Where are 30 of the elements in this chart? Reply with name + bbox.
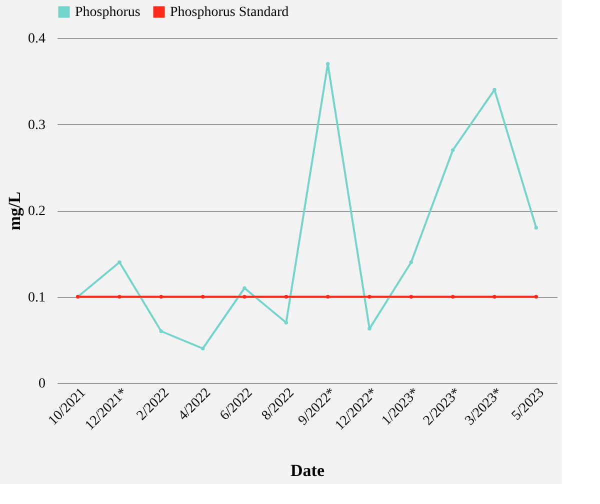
point [409, 294, 414, 299]
y-tick-label: 0.1 [28, 290, 46, 306]
x-axis-title: Date [290, 460, 325, 480]
legend-label: Phosphorus [75, 5, 140, 20]
point [284, 294, 288, 299]
point [534, 294, 538, 299]
point [450, 148, 455, 152]
point [368, 326, 372, 331]
point [118, 260, 122, 264]
legend-label: Phosphorus Standard [170, 5, 289, 20]
y-tick-label: 0.3 [28, 118, 46, 133]
point [409, 260, 414, 264]
point [534, 226, 538, 230]
point [368, 294, 372, 299]
point [242, 286, 246, 290]
y-axis-title: mg/L [5, 192, 24, 230]
point [118, 294, 122, 299]
y-tick-label: 0.2 [28, 204, 46, 219]
point [200, 294, 205, 299]
point [159, 294, 164, 299]
y-tick-label: 0.4 [28, 32, 46, 46]
point [326, 294, 330, 299]
point [200, 346, 205, 350]
point [450, 294, 455, 299]
point [492, 294, 496, 299]
y-tick-label: 0 [38, 376, 46, 392]
point [159, 329, 164, 334]
point [242, 294, 246, 299]
point [284, 320, 288, 324]
point [326, 62, 330, 66]
